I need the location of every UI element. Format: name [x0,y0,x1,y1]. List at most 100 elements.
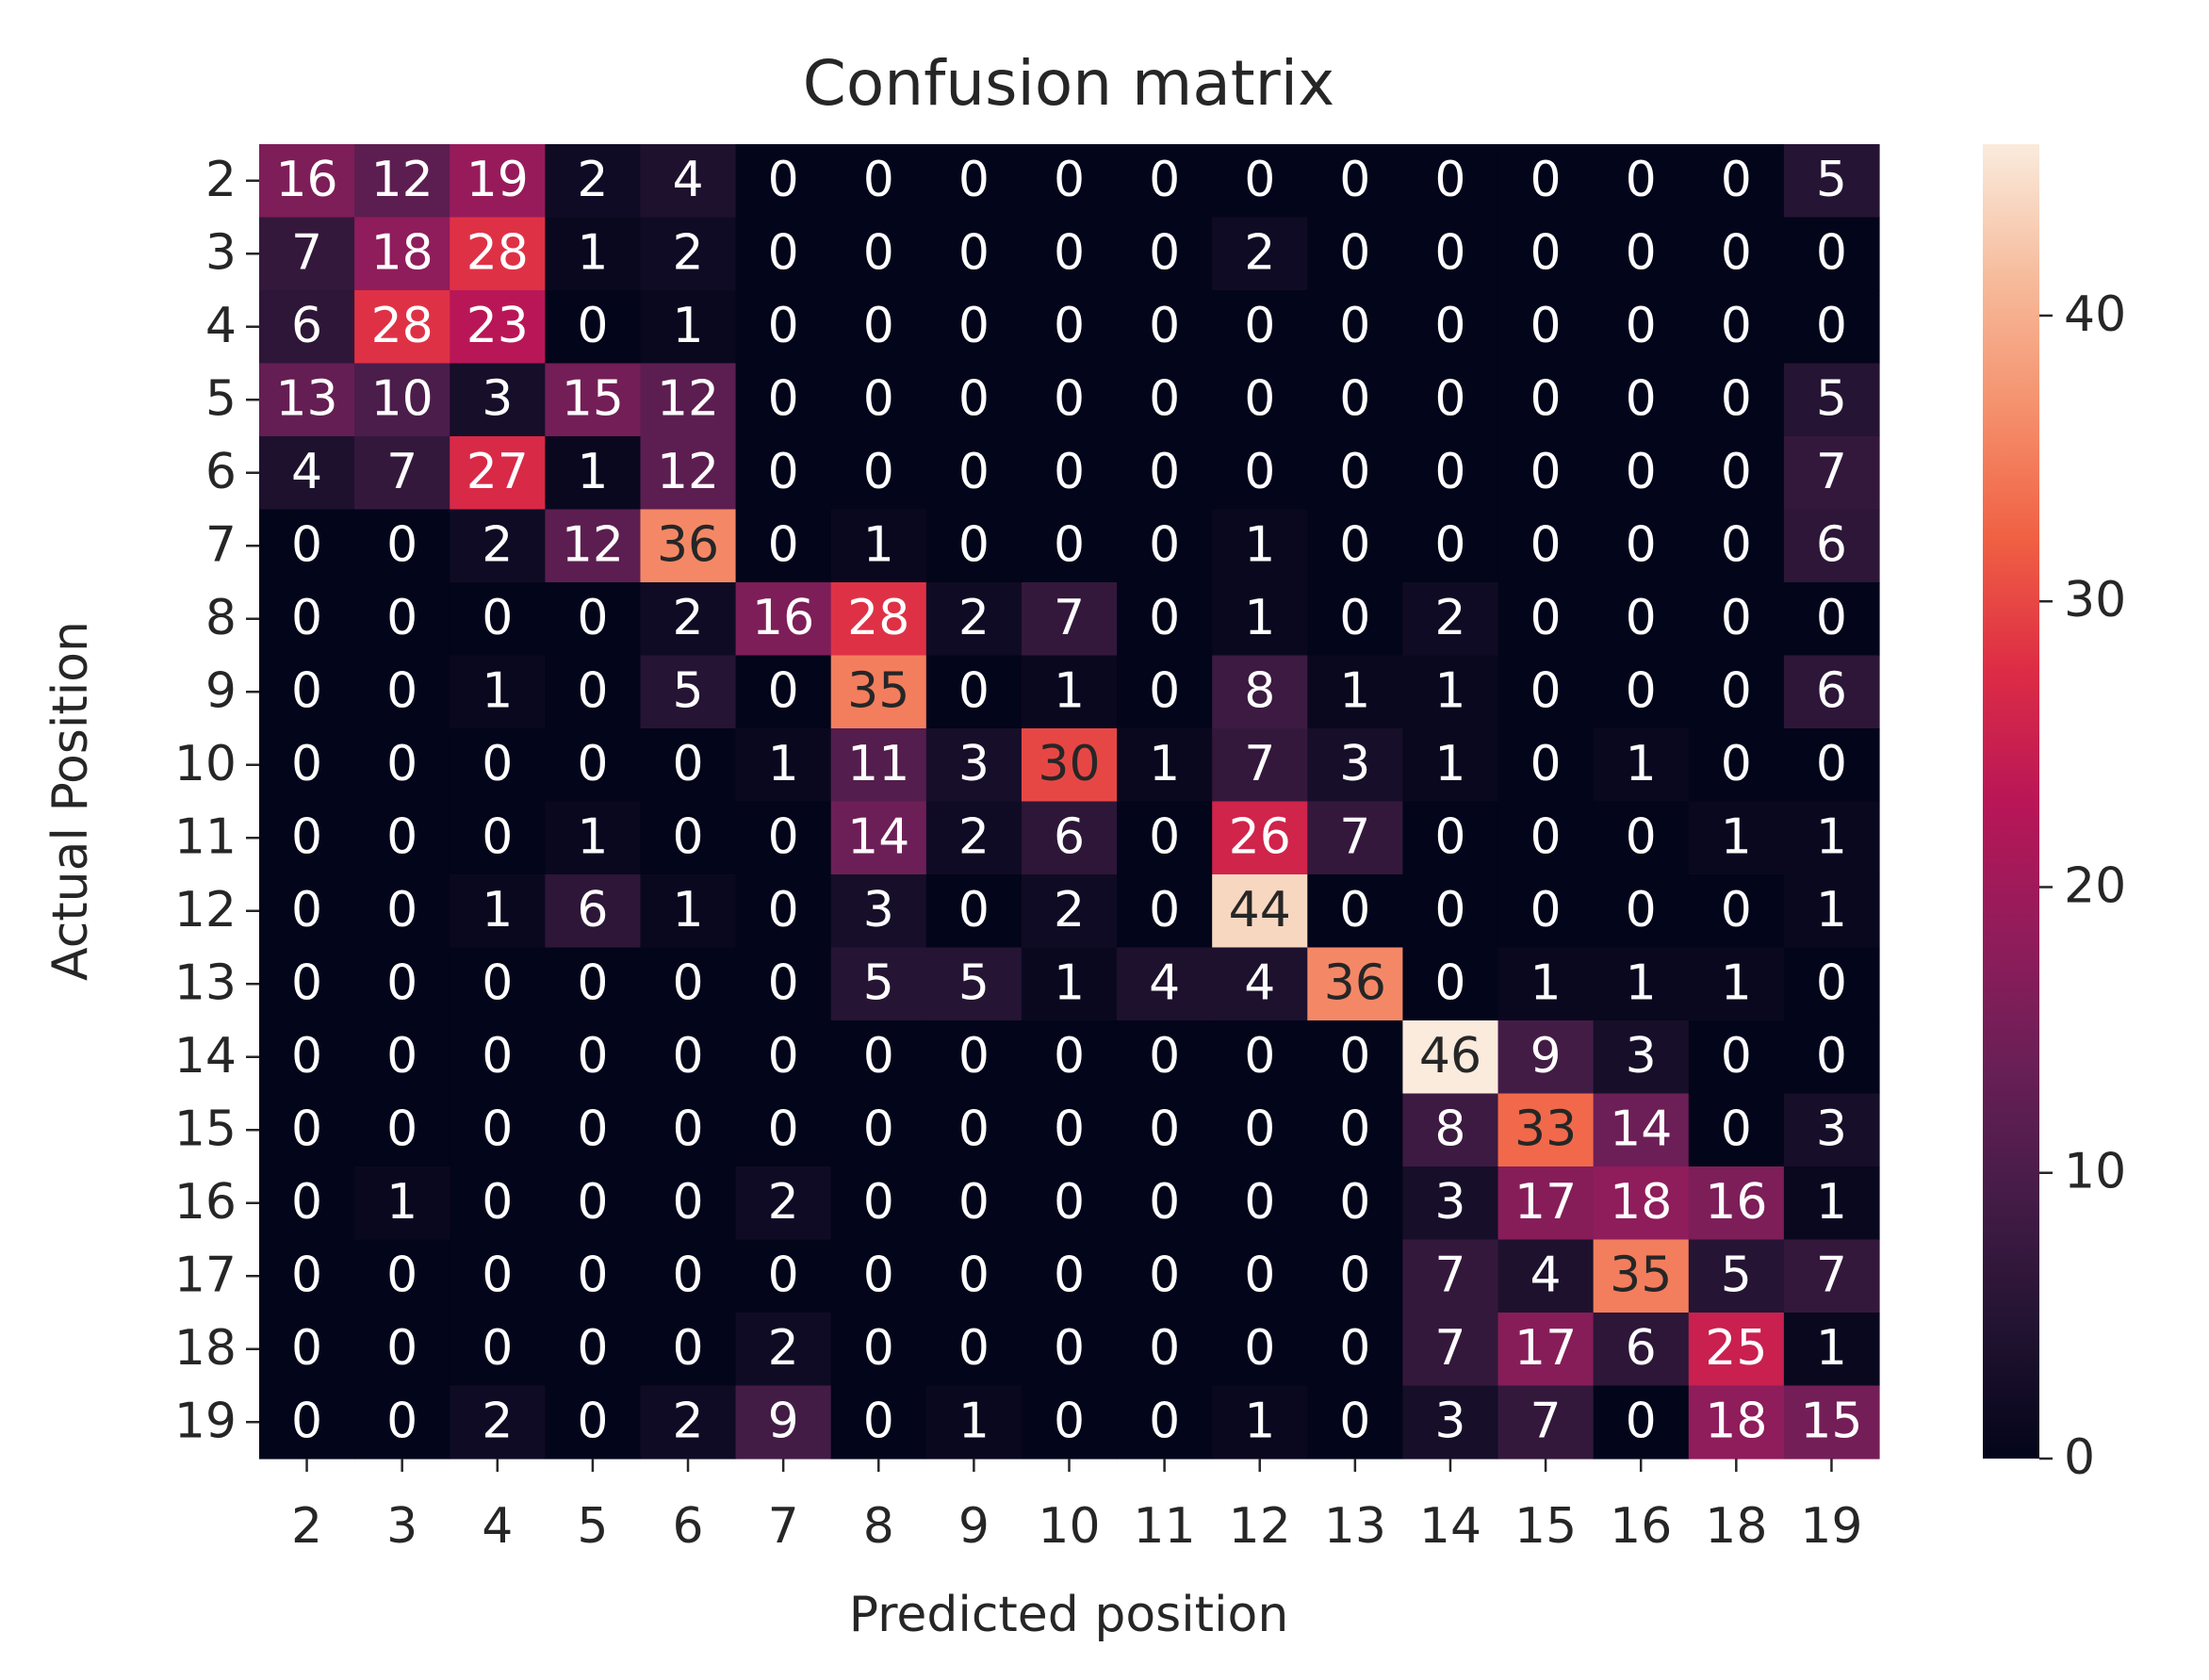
cell-label: 1 [863,516,894,573]
cell [1593,363,1690,437]
cell-label: 0 [672,1247,703,1303]
cell [1783,801,1880,875]
cell-label: 0 [482,1101,513,1157]
cell [259,1093,355,1167]
x-tick-label: 13 [1324,1498,1386,1555]
cell [1593,947,1690,1021]
y-axis-label: Actual Position [42,621,99,981]
cell [1021,728,1118,803]
cell-label: 0 [291,882,322,938]
cell [1212,947,1308,1021]
cell-label: 7 [1434,1320,1465,1377]
cell [1593,1020,1690,1095]
cell-label: 0 [1339,152,1370,208]
x-tick-label: 6 [672,1498,703,1555]
cell [1593,217,1690,291]
cell [1688,728,1785,803]
cell-label: 0 [291,662,322,719]
cell-label: 5 [1816,370,1847,427]
cell-label: 28 [847,590,909,646]
cell [1497,1020,1595,1095]
cell [1402,1020,1499,1095]
cell-label: 14 [1610,1101,1672,1157]
y-tick-label: 14 [174,1028,237,1085]
cell [1688,144,1785,219]
cell [259,144,355,219]
cell [925,363,1023,437]
cell-label: 8 [1434,1101,1465,1157]
cell [640,436,737,511]
cell [1783,1093,1880,1167]
cell [925,217,1023,291]
cell [1593,290,1690,365]
cell [1307,436,1404,511]
cell [925,874,1023,949]
cell [1307,1239,1404,1313]
cell [1593,655,1690,729]
cell [925,1020,1023,1095]
cell-label: 0 [482,1247,513,1303]
cell-label: 3 [1626,1028,1657,1085]
cell [450,290,546,365]
cell-label: 0 [577,1247,608,1303]
cell-label: 0 [958,1320,990,1377]
cell [1497,1385,1595,1460]
cell-label: 0 [1721,1028,1752,1085]
cell [735,947,832,1021]
cell-label: 0 [1149,1101,1180,1157]
cell-label: 0 [1054,444,1085,500]
cell [1593,436,1690,511]
cell-label: 0 [1054,1393,1085,1449]
cell-label: 35 [1610,1247,1672,1303]
cell [1497,1239,1595,1313]
cell [1402,363,1499,437]
y-tick-label: 8 [205,590,237,646]
x-tick-label: 4 [482,1498,513,1555]
cell [735,509,832,583]
cell-label: 0 [958,370,990,427]
cell-label: 1 [1816,882,1847,938]
cell-label: 0 [1626,224,1657,281]
cell-label: 0 [1721,298,1752,354]
cell [1593,582,1690,657]
cell [1117,290,1213,365]
cell-label: 0 [768,224,799,281]
cell [1307,1020,1404,1095]
cell [1117,509,1213,583]
x-tick-label: 2 [291,1498,322,1555]
cell [640,801,737,875]
cell-label: 1 [482,882,513,938]
cell-label: 1 [672,298,703,354]
cell [735,1239,832,1313]
cell [1783,1020,1880,1095]
cell-label: 0 [1721,662,1752,719]
cell-label: 0 [1721,736,1752,792]
cell-label: 0 [958,298,990,354]
cell-label: 7 [1244,736,1275,792]
cell-label: 3 [1434,1174,1465,1231]
cell-label: 0 [672,954,703,1011]
cell [545,144,642,219]
cell-label: 1 [768,736,799,792]
cell-label: 0 [1054,1028,1085,1085]
cell-label: 0 [1530,516,1562,573]
cell [925,947,1023,1021]
cell-label: 1 [1816,808,1847,865]
cell-label: 7 [1054,590,1085,646]
cell-label: 0 [1816,590,1847,646]
cell-label: 0 [1816,224,1847,281]
cell [1307,582,1404,657]
cell-label: 0 [1149,1320,1180,1377]
cell-label: 0 [386,1101,417,1157]
cell-label: 0 [577,1393,608,1449]
cell [1117,874,1213,949]
colorbar [1983,144,2039,1459]
cell [354,1093,450,1167]
x-tick-label: 11 [1134,1498,1196,1555]
cell-label: 0 [768,808,799,865]
y-tick-label: 19 [174,1393,237,1449]
cell [354,144,450,219]
cell [354,1385,450,1460]
cell [1402,509,1499,583]
cell-label: 0 [1434,224,1465,281]
